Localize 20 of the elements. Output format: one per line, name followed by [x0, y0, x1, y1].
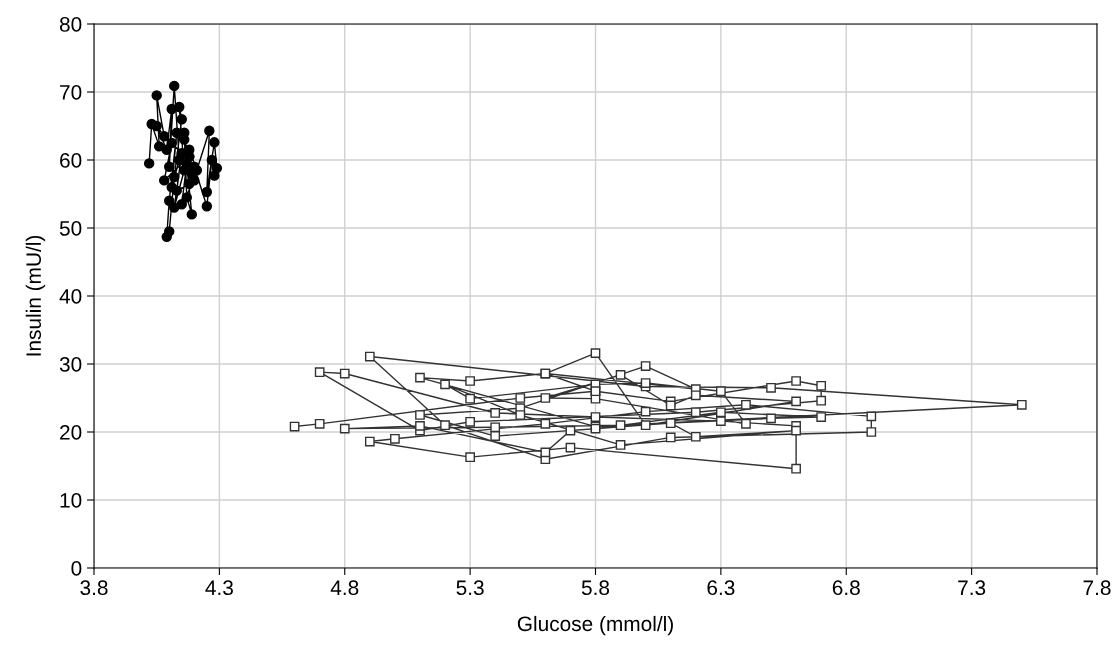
x-tick-label: 4.3 [205, 580, 233, 596]
y-tick-label: 30 [59, 357, 82, 372]
x-tick-label: 7.8 [1083, 580, 1111, 596]
x-tick-label: 5.8 [581, 580, 610, 596]
y-tick-label: 70 [60, 85, 82, 100]
y-tick-label: 80 [59, 17, 82, 32]
y-tick-label: 60 [60, 153, 82, 168]
y-tick-label: 50 [59, 221, 82, 236]
y-tick-label: 0 [71, 561, 82, 576]
y-axis-title: Insulin (mU/l) [25, 235, 46, 356]
x-tick-label: 7.3 [958, 580, 986, 596]
x-tick-label: 6.3 [707, 580, 735, 596]
x-tick-label: 5.3 [456, 580, 484, 596]
y-tick-label: 20 [60, 425, 82, 440]
y-tick-label: 40 [59, 289, 82, 304]
x-tick-label: 6.8 [832, 580, 860, 596]
x-tick-label: 3.8 [80, 580, 108, 596]
x-axis-title: Glucose (mmol/l) [517, 615, 673, 636]
x-tick-label: 4.8 [330, 580, 359, 596]
y-tick-label: 10 [60, 493, 82, 508]
